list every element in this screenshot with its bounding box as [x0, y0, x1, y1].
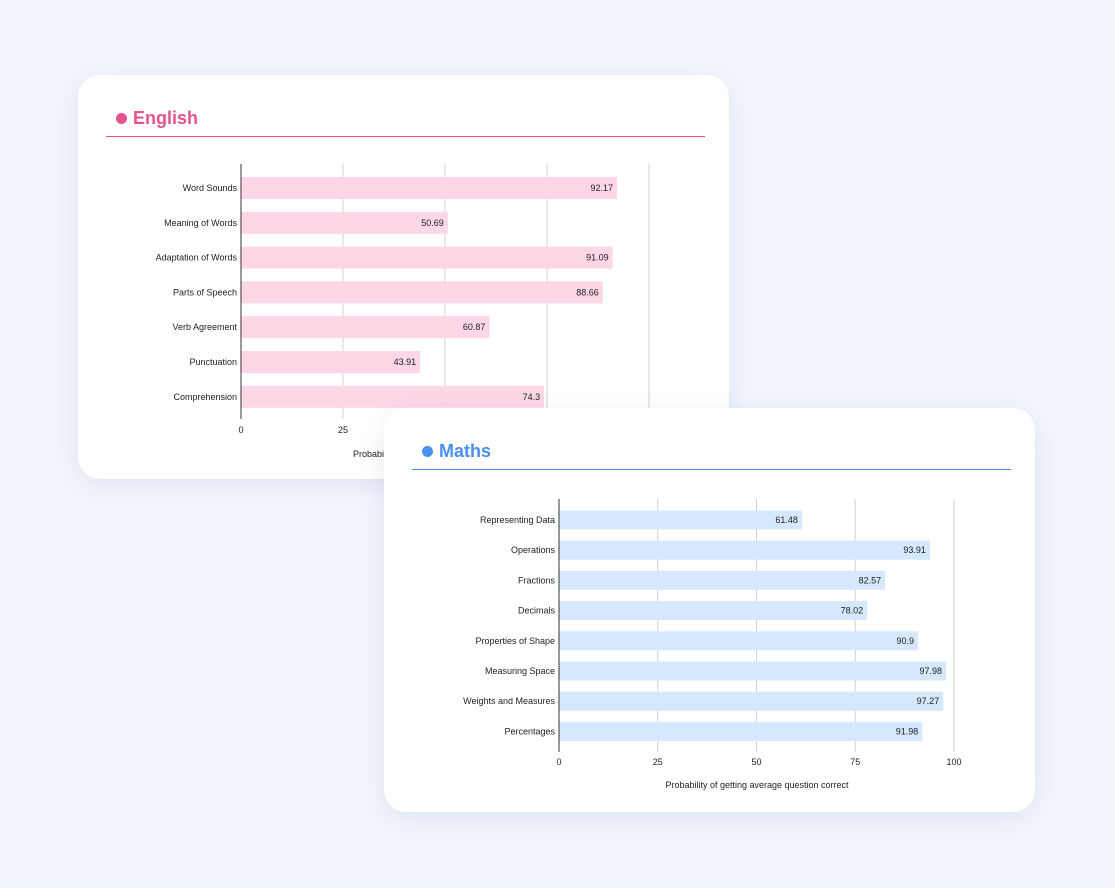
- english-value-label-0: 92.17: [591, 183, 614, 193]
- maths-bar-3: [559, 601, 868, 621]
- english-value-label-3: 88.66: [576, 287, 599, 297]
- maths-value-label-0: 61.48: [775, 515, 798, 525]
- maths-value-label-3: 78.02: [841, 606, 864, 616]
- english-category-label-2: Adaptation of Words: [156, 253, 238, 263]
- maths-category-label-0: Representing Data: [480, 515, 555, 525]
- maths-tick-label-0: 0: [556, 757, 561, 767]
- english-tick-label-0: 0: [238, 425, 243, 435]
- maths-tick-label-1: 25: [653, 757, 663, 767]
- maths-category-label-7: Percentages: [504, 726, 555, 736]
- english-title: English: [133, 108, 199, 128]
- english-card: English Word Sounds 92.17 Meaning of Words…: [78, 75, 729, 479]
- english-value-label-1: 50.69: [421, 218, 444, 228]
- english-bar-5: [241, 351, 421, 373]
- maths-x-axis-label: Probability of getting average question …: [665, 780, 849, 790]
- maths-card: Maths Representing Data 61.48 Operations 93…: [384, 408, 1035, 812]
- maths-bar-0: [559, 510, 802, 530]
- english-bar-6: [241, 385, 545, 408]
- maths-bar-7: [559, 721, 923, 741]
- english-tick-label-1: 25: [338, 425, 348, 435]
- english-value-label-2: 91.09: [586, 253, 609, 263]
- maths-category-label-1: Operations: [511, 545, 556, 555]
- maths-value-label-1: 93.91: [903, 545, 926, 555]
- maths-chart: Representing Data 61.48 Operations 93.91 Fra…: [463, 499, 962, 790]
- maths-bar-6: [559, 691, 944, 711]
- english-category-label-0: Word Sounds: [183, 183, 238, 193]
- english-dot-icon: [116, 113, 127, 124]
- maths-tick-label-3: 75: [850, 757, 860, 767]
- maths-category-label-4: Properties of Shape: [475, 636, 555, 646]
- english-bar-1: [241, 211, 448, 234]
- maths-tick-label-4: 100: [946, 757, 961, 767]
- maths-value-label-6: 97.27: [917, 696, 940, 706]
- english-header: English: [106, 105, 705, 137]
- maths-category-label-6: Weights and Measures: [463, 696, 555, 706]
- maths-category-label-3: Decimals: [518, 606, 556, 616]
- english-value-label-5: 43.91: [394, 357, 417, 367]
- english-category-label-3: Parts of Speech: [173, 287, 237, 297]
- english-category-label-6: Comprehension: [173, 392, 237, 402]
- maths-value-label-2: 82.57: [859, 575, 882, 585]
- maths-value-label-5: 97.98: [919, 666, 942, 676]
- english-x-axis-label: Probabi: [353, 449, 384, 459]
- english-value-label-6: 74.3: [523, 392, 541, 402]
- maths-title: Maths: [439, 441, 492, 461]
- maths-value-label-4: 90.9: [897, 636, 915, 646]
- maths-bar-5: [559, 661, 947, 681]
- english-bar-0: [241, 177, 618, 199]
- maths-tick-label-2: 50: [751, 757, 761, 767]
- maths-bar-2: [559, 570, 886, 590]
- english-category-label-4: Verb Agreement: [172, 322, 237, 332]
- maths-header: Maths: [412, 438, 1011, 470]
- english-bar-2: [241, 246, 613, 269]
- english-category-label-1: Meaning of Words: [164, 218, 237, 228]
- maths-dot-icon: [422, 446, 433, 457]
- maths-category-label-5: Measuring Space: [485, 666, 555, 676]
- english-bar-4: [241, 316, 490, 339]
- english-chart: Word Sounds 92.17 Meaning of Words 50.69 Ada…: [156, 164, 650, 459]
- english-bar-3: [241, 281, 603, 304]
- english-value-label-4: 60.87: [463, 322, 486, 332]
- maths-bar-1: [559, 540, 930, 560]
- english-category-label-5: Punctuation: [189, 357, 237, 367]
- maths-bar-4: [559, 631, 919, 651]
- maths-value-label-7: 91.98: [896, 726, 919, 736]
- maths-category-label-2: Fractions: [518, 575, 556, 585]
